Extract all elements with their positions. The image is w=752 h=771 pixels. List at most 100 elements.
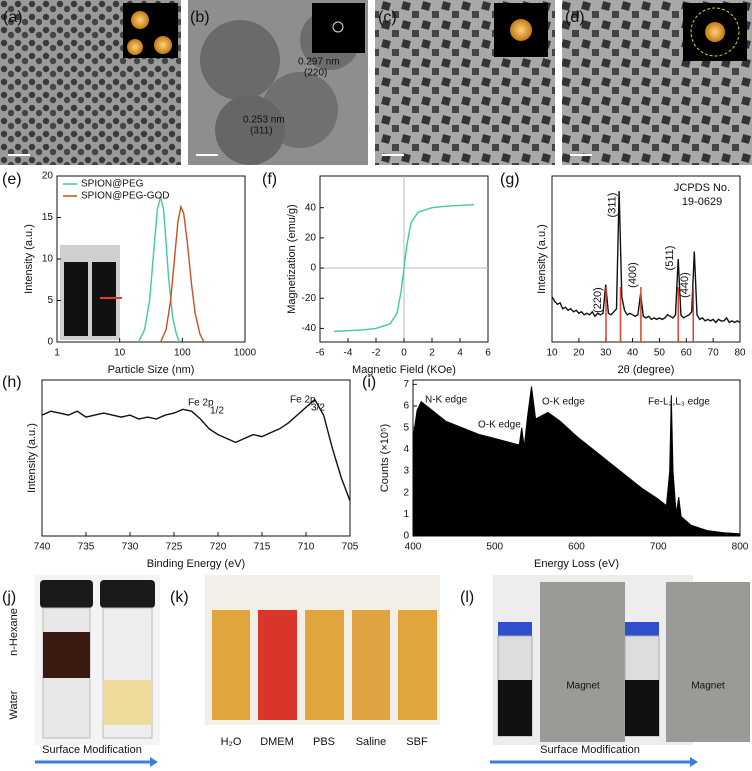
y-tick-label: 15 [42,212,54,223]
inset [312,3,365,53]
photo-caption: Surface Modification [42,744,142,756]
panel-label: (a) [3,9,23,26]
x-tick-label: 700 [650,542,667,553]
plot-frame [41,379,351,537]
x-tick-label: 70 [708,348,720,359]
panel-label: (e) [2,171,22,188]
x-tick-label: 600 [568,542,585,553]
tem-annotation: 0.253 nm [243,115,285,126]
x-tick-label: 715 [254,542,271,553]
inset-ball [510,19,532,41]
x-tick-label: 30 [600,348,612,359]
x-tick-label: -6 [316,348,325,359]
y-tick-label: 0 [47,337,53,348]
x-tick-label: 40 [627,348,639,359]
x-axis-label: Particle Size (nm) [108,364,195,376]
y-axis-label: Intensity (a.u.) [23,224,35,294]
legend-label: SPION@PEG-GOD [81,191,170,202]
annotation: Fe 2p [290,395,316,406]
x-tick-label: 0 [401,348,407,359]
peak-label: (311) [606,193,618,218]
x-tick-label: 800 [732,542,749,553]
data-area [412,386,741,537]
x-tick-label: 80 [734,348,746,359]
annotation: JCPDS No. [674,182,730,194]
data-line [333,204,475,333]
x-tick-label: 720 [210,542,227,553]
y-tick-label: 10 [42,254,54,265]
photo-label: Magnet [691,681,725,692]
y-tick-label: 0 [403,531,409,542]
annotation: 1/2 [210,406,224,417]
y-tick-label: -20 [302,293,317,304]
y-tick-label: 0 [310,263,316,274]
vial [64,262,88,336]
panel-label: (c) [378,9,397,26]
photo-j [35,575,160,767]
annotation: 3/2 [311,403,325,414]
x-axis-label: Binding Energy (eV) [147,558,245,570]
inset-ball [131,11,149,29]
y-tick-label: 3 [403,466,409,477]
data-line [551,191,741,324]
x-tick-label: 20 [573,348,585,359]
peak-label: (511) [664,246,676,271]
peak-label: (440) [679,272,691,298]
y-tick-label: 7 [403,379,409,390]
annotation: O-K edge [478,420,521,431]
photo-label: PBS [313,736,335,748]
x-tick-label: 1000 [234,348,257,359]
x-tick-label: 500 [486,542,503,553]
annotation: O-K edge [542,397,585,408]
photo-label: Magnet [566,681,600,692]
x-tick-label: 730 [122,542,139,553]
y-tick-label: 5 [403,422,409,433]
x-axis-label: 2θ (degree) [618,364,675,376]
x-tick-label: 4 [457,348,463,359]
annotation: 19-0629 [682,196,722,208]
x-tick-label: -4 [344,348,353,359]
annotation: N-K edge [425,395,468,406]
data-line [137,196,181,343]
legend-label: SPION@PEG [81,179,144,190]
photo-label: DMEM [260,736,294,748]
photo-caption: Surface Modification [540,744,640,756]
x-tick-label: 100 [174,348,191,359]
annotation: Fe-L₂,L₃ edge [648,397,710,408]
data-line [159,204,205,343]
plot-frame [551,175,741,343]
x-tick-label: 740 [34,542,51,553]
y-tick-label: 4 [403,444,409,455]
y-tick-label: -40 [302,323,317,334]
annotation: Fe 2p [188,398,214,409]
x-tick-label: 2 [429,348,435,359]
x-axis-label: Magnetic Field (KOe) [352,364,456,376]
y-tick-label: 2 [403,487,409,498]
x-tick-label: 10 [114,348,126,359]
panel-label: (h) [2,374,22,391]
x-tick-label: 710 [298,542,315,553]
x-tick-label: 705 [342,542,359,553]
photo-l [490,575,750,767]
x-tick-label: 10 [546,348,558,359]
y-tick-label: 20 [42,171,54,182]
y-axis-label: Intensity (a.u.) [26,423,38,493]
tem-images: 0.297 nm (220) 0.253 nm (311) [0,0,752,165]
x-tick-label: 400 [405,542,422,553]
x-tick-label: 60 [681,348,693,359]
panel-label: (l) [460,589,474,606]
x-tick-label: 735 [78,542,95,553]
panel-label: (i) [362,374,376,391]
peak-label: (220) [592,287,604,313]
particle [215,95,285,165]
x-tick-label: -2 [372,348,381,359]
x-tick-label: 725 [166,542,183,553]
particle [200,20,280,100]
panel-label: (j) [2,589,16,606]
panel-label: (k) [170,589,189,606]
photo-label: Saline [356,736,387,748]
panel-label: (f) [262,171,277,188]
photo-label: Water [8,690,20,719]
x-tick-label: 1 [54,348,60,359]
